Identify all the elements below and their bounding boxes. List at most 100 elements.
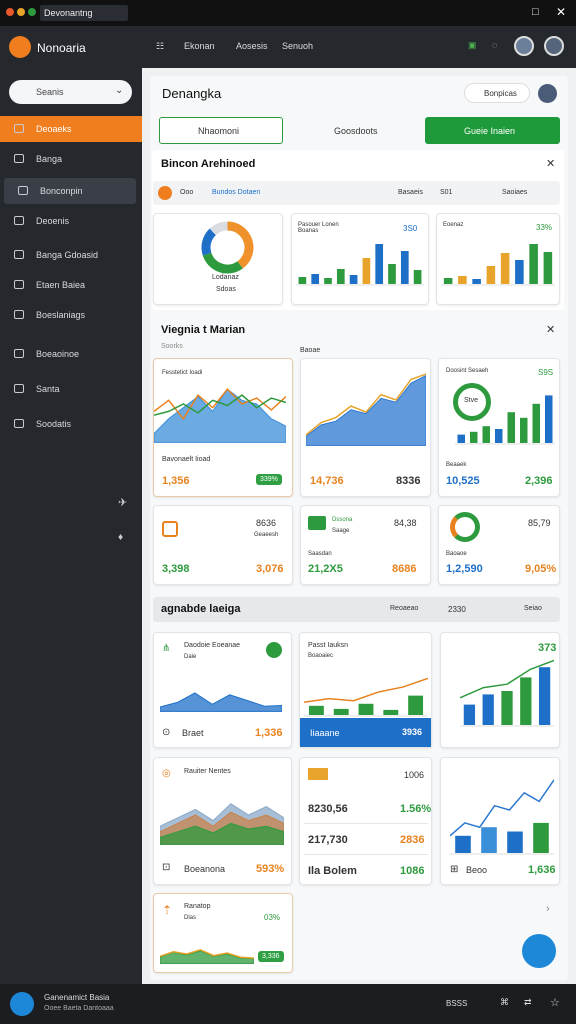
close[interactable]: ✕ [546, 158, 556, 170]
card [291, 213, 429, 305]
primary-button[interactable] [425, 117, 560, 144]
nav-item[interactable]: Santa [0, 376, 142, 402]
line [306, 373, 426, 436]
filter[interactable]: 2330 [448, 605, 466, 614]
card-value: 8686 [392, 563, 417, 575]
bar [375, 244, 384, 284]
bar [529, 244, 538, 284]
top-icon[interactable]: ▣ [468, 40, 477, 50]
filter[interactable]: Basaeis [398, 189, 423, 196]
nav-item[interactable]: Banga [0, 146, 142, 172]
row-label: Ila Bolem [308, 865, 357, 877]
line [460, 659, 554, 699]
card-label: Boeanona [184, 864, 226, 874]
footer-icon[interactable]: ⌘ [500, 997, 509, 1007]
max-dot[interactable] [28, 8, 36, 16]
select-text[interactable]: Goosdoots [334, 126, 378, 136]
card-title: Rauiter Nentes [184, 768, 231, 775]
title-bar: Devonantng □ ✕ [0, 0, 576, 26]
menu-icon[interactable]: ☷ [156, 41, 165, 51]
area [306, 375, 426, 446]
select[interactable] [159, 117, 283, 144]
close-btn[interactable]: ✕ [556, 5, 567, 19]
line [154, 388, 286, 421]
filter[interactable]: Reoaeao [390, 605, 419, 612]
card-label: Saasdan [308, 551, 332, 557]
card-sub: Boaoaiec [308, 653, 334, 659]
top-link[interactable]: Senuoh [282, 41, 314, 51]
footer-sub: Ooee Baeta Dantoaaa [44, 1005, 114, 1012]
card-value: 2,396 [525, 475, 553, 487]
filter[interactable]: S01 [440, 189, 453, 196]
card-title: Ranatop [184, 903, 211, 910]
status-bar: Ganenamict Basia Ooee Baeta Dantoaaa BSS… [0, 984, 576, 1024]
footer-icon[interactable]: ⇄ [524, 997, 532, 1007]
avatar[interactable] [538, 84, 557, 103]
close[interactable]: ✕ [546, 324, 556, 336]
bar [532, 403, 540, 443]
card [440, 757, 560, 885]
bar [443, 278, 453, 284]
nav-item[interactable]: Banga Gdoasid [0, 242, 142, 268]
nav-item[interactable]: Boeslaniags [0, 302, 142, 328]
bar [472, 279, 481, 284]
nav-item[interactable]: Deoenis [0, 208, 142, 234]
fab[interactable] [522, 934, 556, 968]
row-label: 217,730 [308, 834, 348, 846]
avatar[interactable] [544, 36, 564, 56]
nav-icon [14, 250, 24, 259]
card-value: 3936 [402, 727, 423, 737]
nav-label: Etaen Baiea [36, 280, 86, 290]
card-value: 1006 [404, 770, 425, 780]
card-sub: Saage [332, 528, 350, 534]
card-label: Lodanaz [212, 274, 239, 281]
max-btn[interactable]: □ [532, 6, 539, 18]
nav-label: Deoenis [36, 216, 70, 226]
card-value: 1,336 [255, 727, 283, 739]
bar-chart [441, 244, 555, 286]
donut-slice [201, 228, 217, 256]
nav-item[interactable]: Etaen Baiea [0, 272, 142, 298]
bar [408, 695, 424, 715]
footer-icon[interactable]: ☆ [550, 997, 560, 1009]
min-dot[interactable] [17, 8, 25, 16]
top-link[interactable]: Aosesis [236, 41, 268, 51]
nav-label: Soodatis [36, 419, 72, 429]
ring [450, 512, 480, 542]
nav-item[interactable]: Boeaoinoe [0, 341, 142, 367]
filter[interactable]: Seiao [524, 605, 542, 612]
next[interactable]: › [546, 903, 550, 915]
bar-chart [296, 244, 424, 286]
top-icon[interactable]: ◌ [492, 40, 498, 50]
area-chart [154, 388, 286, 443]
close-dot[interactable] [6, 8, 14, 16]
filter[interactable]: Saoiaes [502, 189, 528, 196]
card-value: 21,2X5 [308, 563, 343, 575]
nav-item[interactable]: Soodatis [0, 411, 142, 437]
logo [9, 36, 31, 58]
card-sub: Sdoas [216, 286, 236, 293]
filter[interactable]: Ooo [180, 189, 194, 196]
aux-icon[interactable]: ✈ [118, 497, 128, 509]
tab[interactable] [40, 5, 128, 21]
area-chart [160, 692, 282, 712]
bar-chart [455, 395, 555, 445]
avatar[interactable] [514, 36, 534, 56]
donut-slice [227, 221, 254, 269]
search-box[interactable] [9, 80, 132, 104]
bar [458, 276, 467, 284]
card-label: Geaeesh [254, 532, 279, 538]
filter[interactable]: Bundos Dotaen [212, 189, 261, 196]
card-value: 1,356 [162, 475, 190, 487]
section-title: Viegnia t Marian [161, 324, 246, 336]
nav-item[interactable]: Bonconpin [4, 178, 136, 204]
bar [383, 709, 399, 715]
card-value: S9S [538, 368, 554, 377]
sidebar: Nonoaria Seanis ⌄ Deoaeks Banga Bonconpin D… [0, 26, 142, 984]
top-link[interactable]: Ekonan [184, 41, 215, 51]
nav-item[interactable]: Deoaeks [0, 116, 142, 142]
header-search[interactable] [464, 83, 530, 103]
card-value: 14,736 [310, 475, 344, 487]
aux-icon[interactable]: ♦ [118, 532, 124, 543]
